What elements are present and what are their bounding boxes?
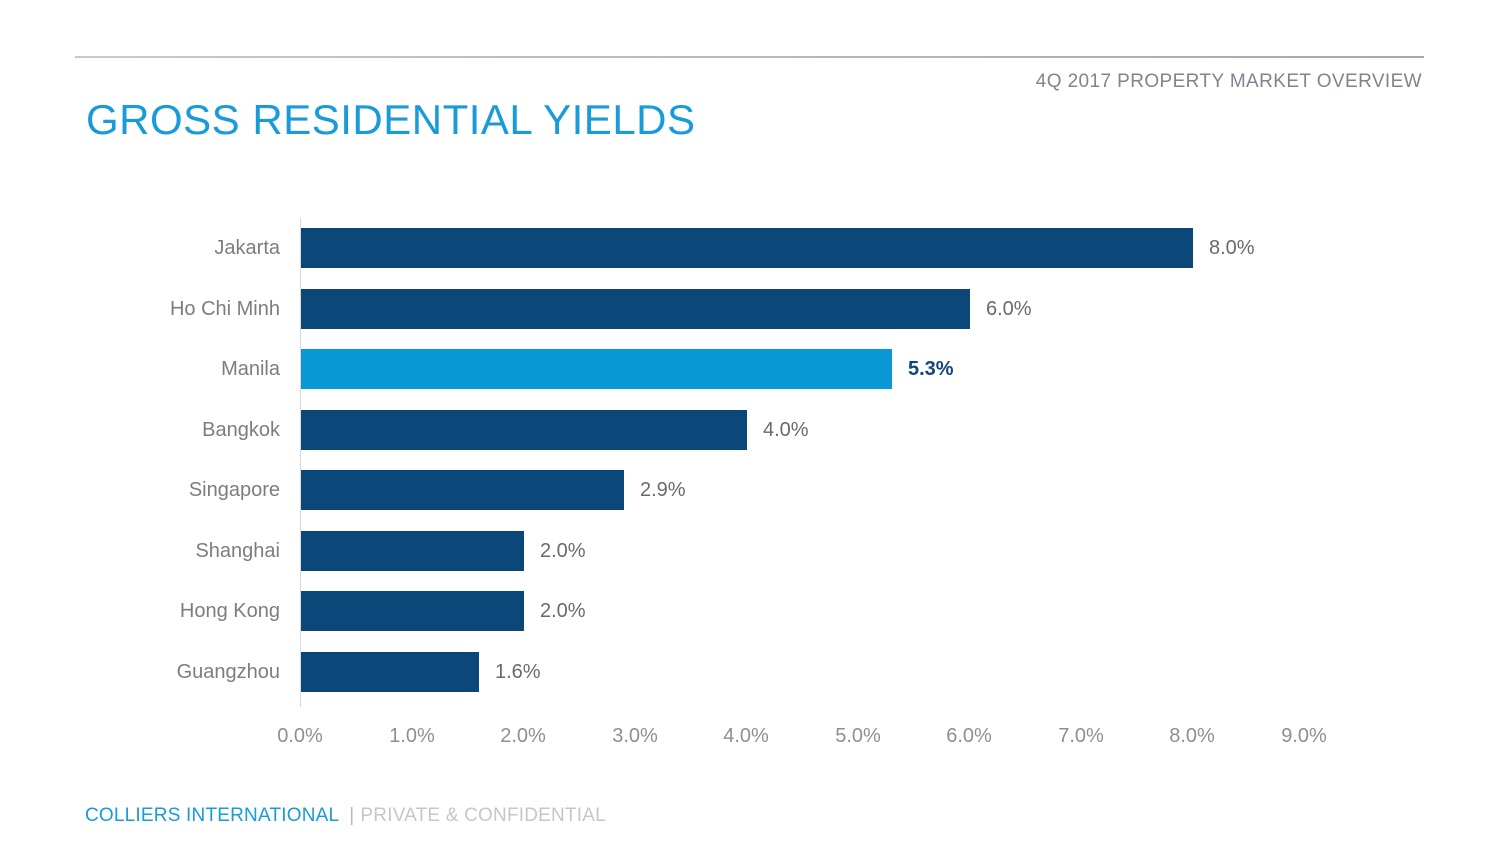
value-label: 1.6% xyxy=(495,660,541,683)
bar-highlighted xyxy=(301,349,892,389)
x-axis-tick-label: 9.0% xyxy=(1281,725,1327,747)
bar xyxy=(301,228,1193,268)
confidential-label: PRIVATE & CONFIDENTIAL xyxy=(360,805,606,826)
category-label: Ho Chi Minh xyxy=(169,297,280,320)
value-label: 2.9% xyxy=(640,478,686,501)
x-axis-tick-label: 4.0% xyxy=(723,725,769,747)
x-axis-tick-label: 6.0% xyxy=(946,725,992,747)
x-axis-tick-label: 0.0% xyxy=(277,725,323,747)
x-axis-tick-label: 1.0% xyxy=(389,725,435,747)
brand-name: COLLIERS INTERNATIONAL xyxy=(85,805,340,826)
category-label: Jakarta xyxy=(214,236,280,259)
category-label: Hong Kong xyxy=(179,599,280,622)
y-axis-line xyxy=(300,218,301,707)
x-axis-tick-label: 3.0% xyxy=(612,725,658,747)
page-title: GROSS RESIDENTIAL YIELDS xyxy=(86,96,696,143)
bar xyxy=(301,652,479,692)
report-subtitle: 4Q 2017 PROPERTY MARKET OVERVIEW xyxy=(1035,71,1422,92)
value-label: 2.0% xyxy=(540,599,586,622)
top-divider xyxy=(75,56,1424,58)
bar xyxy=(301,531,524,571)
x-axis-tick-label: 8.0% xyxy=(1169,725,1215,747)
bar xyxy=(301,410,747,450)
category-label: Manila xyxy=(221,357,280,380)
category-label: Shanghai xyxy=(195,539,280,562)
value-label: 6.0% xyxy=(986,297,1032,320)
bar xyxy=(301,289,970,329)
x-axis-tick-label: 5.0% xyxy=(835,725,881,747)
bar xyxy=(301,470,624,510)
category-label: Bangkok xyxy=(202,418,280,441)
value-label: 4.0% xyxy=(763,418,809,441)
value-label: 5.3% xyxy=(908,357,954,380)
x-axis-tick-label: 2.0% xyxy=(500,725,546,747)
category-label: Guangzhou xyxy=(176,660,280,683)
bar xyxy=(301,591,524,631)
value-label: 8.0% xyxy=(1209,236,1255,259)
footer-separator: | xyxy=(349,805,355,826)
category-label: Singapore xyxy=(188,478,280,501)
value-label: 2.0% xyxy=(540,539,586,562)
x-axis-tick-label: 7.0% xyxy=(1058,725,1104,747)
footer: COLLIERS INTERNATIONAL | PRIVATE & CONFIDE… xyxy=(85,805,606,827)
